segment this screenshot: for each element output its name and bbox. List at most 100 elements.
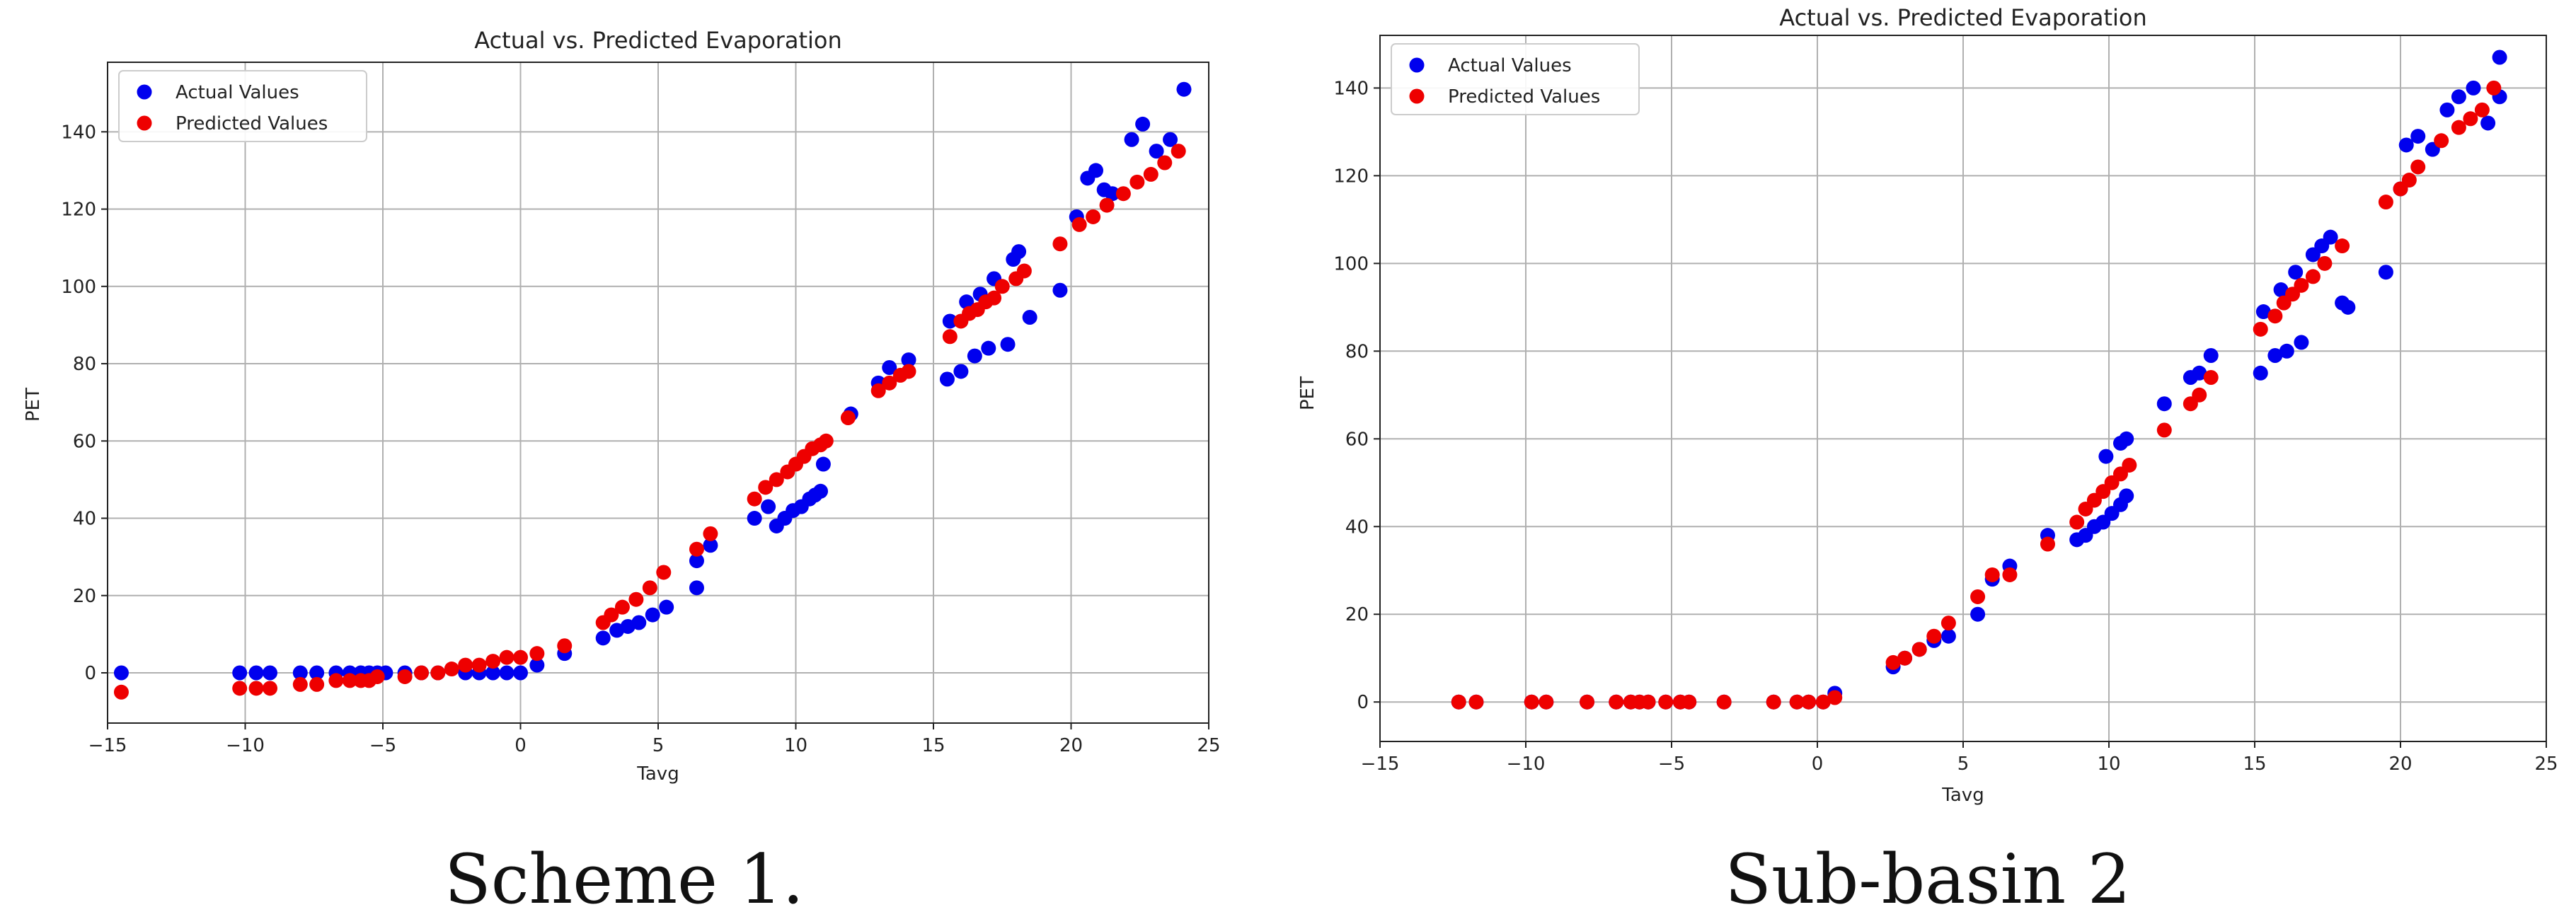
actual-point [1000, 337, 1016, 352]
predicted-point [840, 410, 856, 426]
predicted-point [614, 599, 630, 615]
x-tick-label: 15 [921, 735, 945, 756]
actual-point [2378, 265, 2393, 280]
x-tick-label: 25 [2534, 753, 2558, 775]
tick-labels: −15 −10 −5 0 5 10 15 20 25 0 20 40 60 80 100 120 140 [61, 122, 1220, 756]
x-tick-label: 15 [2243, 753, 2266, 775]
x-tick-label: 10 [784, 735, 807, 756]
actual-point [292, 665, 308, 681]
actual-point [901, 352, 916, 368]
actual-point [953, 364, 969, 379]
actual-point [2119, 488, 2134, 504]
y-tick-label: 100 [61, 277, 96, 298]
predicted-point [2203, 370, 2219, 386]
predicted-point [1984, 567, 2000, 582]
x-tick-label: −10 [226, 735, 265, 756]
actual-point [499, 665, 514, 681]
predicted-point [870, 383, 886, 398]
chart-title: Actual vs. Predicted Evaporation [1779, 4, 2146, 31]
actual-point [2323, 229, 2338, 245]
predicted-point [1071, 216, 1087, 232]
predicted-point [263, 681, 278, 696]
actual-point [529, 657, 545, 673]
predicted-point [1801, 694, 1817, 710]
predicted-point [642, 580, 657, 596]
y-tick-label: 80 [73, 354, 96, 375]
actual-point [248, 665, 264, 681]
predicted-point [1815, 694, 1831, 710]
predicted-point [1716, 694, 1732, 710]
predicted-point [882, 375, 897, 391]
actual-point [485, 665, 501, 681]
predicted-point [2317, 255, 2333, 271]
chart-sub-basin-2: Actual vs. Predicted Evaporation Tavg PE… [1297, 4, 2558, 806]
actual-point [1176, 81, 1192, 97]
predicted-point [430, 665, 446, 681]
actual-point [2192, 365, 2207, 381]
predicted-point [2156, 422, 2172, 438]
actual-point [882, 359, 897, 375]
y-tick-label: 0 [1357, 692, 1369, 713]
predicted-point [2474, 102, 2490, 117]
chart-scheme-1: Actual vs. Predicted Evaporation Tavg PE… [23, 27, 1221, 785]
actual-point [1135, 116, 1151, 132]
x-axis-label: Tavg [636, 763, 679, 785]
predicted-point [1016, 263, 1032, 279]
predicted-point [1827, 690, 1843, 705]
predicted-point [1539, 694, 1554, 710]
actual-point [689, 580, 704, 596]
y-tick-label: 80 [1345, 341, 1369, 362]
legend-marker-actual [137, 84, 152, 100]
chart-title: Actual vs. Predicted Evaporation [474, 27, 841, 54]
predicted-point [818, 433, 834, 449]
x-tick-label: −15 [88, 735, 127, 756]
predicted-point [1681, 694, 1697, 710]
y-tick-label: 60 [1345, 429, 1369, 450]
actual-point [747, 511, 762, 526]
x-tick-label: 5 [652, 735, 665, 756]
x-axis-label: Tavg [1941, 785, 1984, 806]
legend-label-predicted: Predicted Values [1448, 86, 1600, 108]
actual-point [2294, 335, 2309, 350]
caption-sub-basin-2: Sub-basin 2 [1725, 840, 2131, 919]
predicted-point [342, 673, 357, 688]
predicted-point [2002, 567, 2018, 582]
predicted-point [444, 662, 459, 677]
predicted-point [2335, 238, 2350, 254]
predicted-point [1052, 236, 1068, 252]
predicted-point [2486, 80, 2502, 96]
actual-point [2203, 348, 2219, 364]
actual-point [1149, 144, 1164, 159]
predicted-point [942, 329, 958, 345]
predicted-point [1926, 628, 1942, 644]
predicted-point [1885, 654, 1901, 670]
predicted-point [309, 676, 325, 692]
predicted-point [458, 657, 473, 673]
actual-point [1052, 282, 1068, 298]
actual-point [2340, 299, 2356, 315]
actual-point [631, 615, 647, 630]
x-tick-label: 5 [1957, 753, 1970, 775]
legend-marker-predicted [1409, 88, 1425, 104]
predicted-point [2378, 195, 2393, 210]
predicted-point [1658, 694, 1674, 710]
actual-point [513, 665, 528, 681]
predicted-point [499, 649, 514, 665]
legend-marker-actual [1409, 57, 1425, 73]
actual-point [645, 607, 660, 623]
actual-point [1124, 132, 1139, 147]
actual-point [309, 665, 325, 681]
x-tick-label: 10 [2097, 753, 2120, 775]
actual-point [1105, 186, 1120, 202]
x-tick-label: 25 [1197, 735, 1220, 756]
predicted-point [369, 669, 385, 684]
predicted-point [2451, 120, 2466, 135]
predicted-point [987, 290, 1002, 306]
predicted-point [232, 681, 248, 696]
actual-point [2119, 431, 2134, 446]
scatter-points [1451, 50, 2507, 710]
actual-point [2492, 50, 2507, 65]
predicted-point [1086, 209, 1101, 224]
y-tick-label: 140 [1333, 78, 1369, 99]
predicted-point [471, 657, 487, 673]
